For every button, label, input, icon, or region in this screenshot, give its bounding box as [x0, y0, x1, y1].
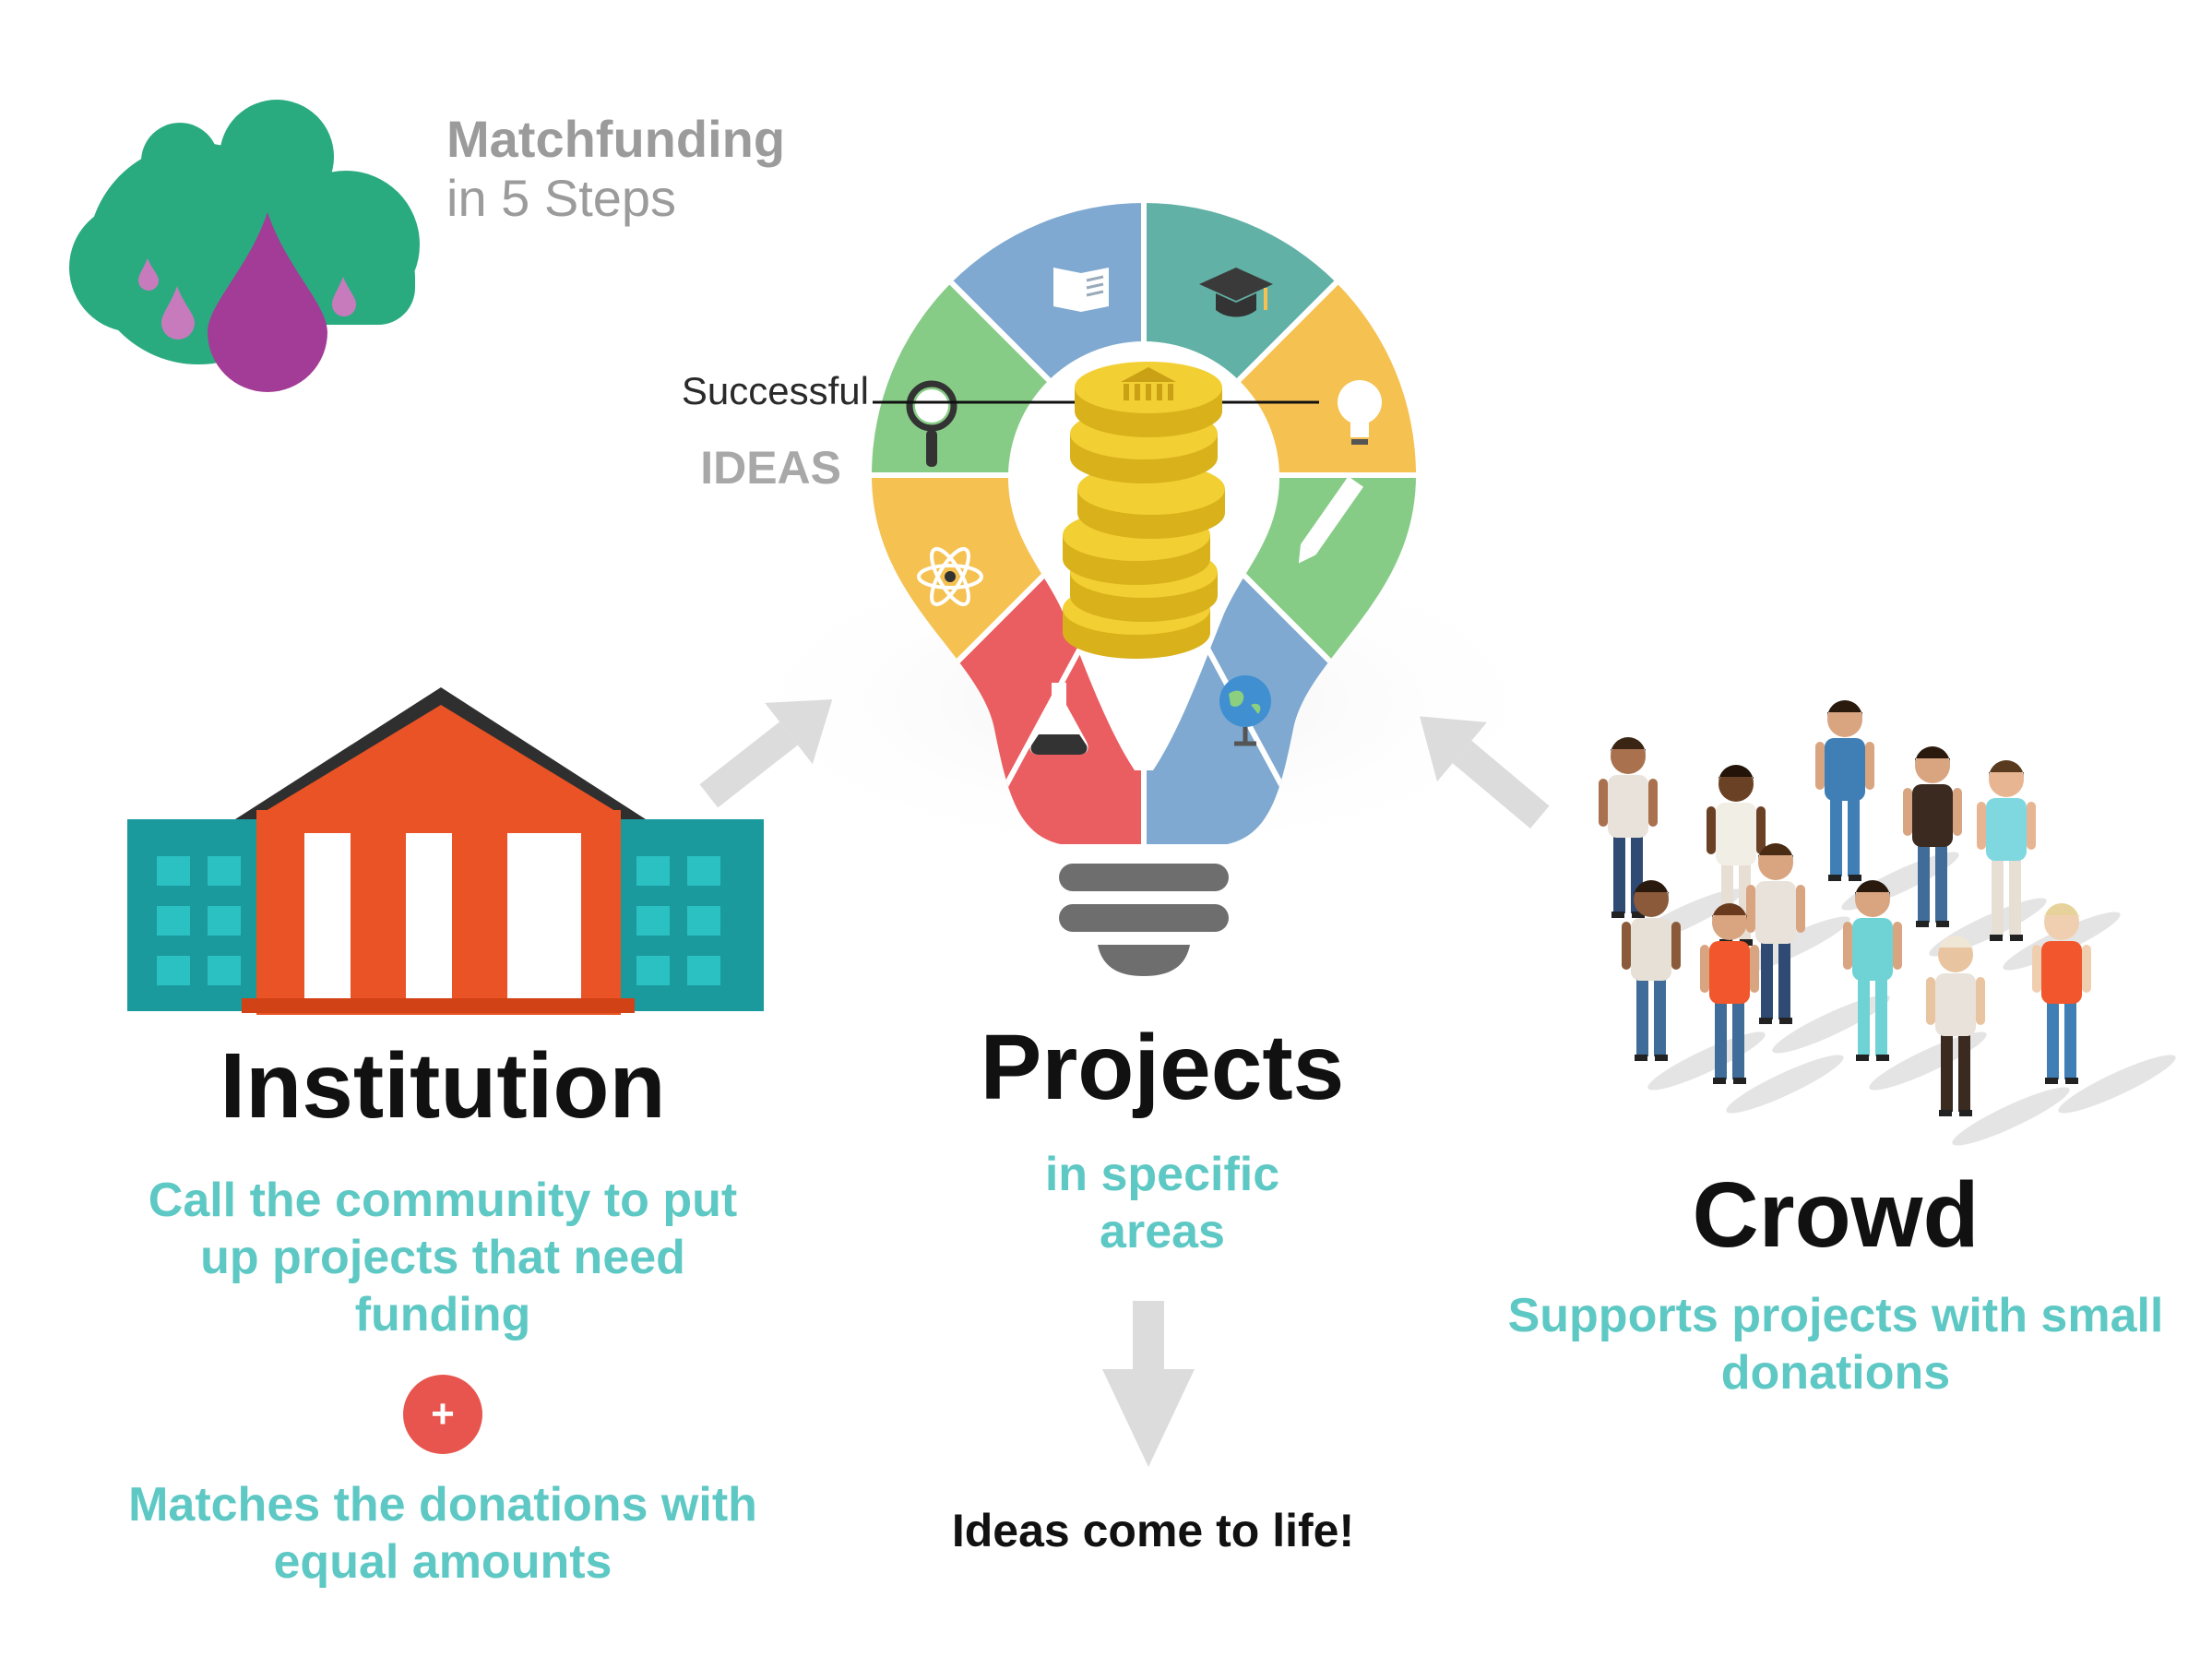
person: [1622, 880, 1766, 1091]
projects-description: in specific areas: [1044, 1148, 1280, 1258]
window: [636, 856, 670, 886]
crowd-description: Supports projects with small donations: [1507, 1289, 2164, 1400]
institution-building-icon: [127, 687, 764, 1015]
pencil-icon: [1298, 476, 1364, 564]
window: [687, 856, 720, 886]
cloud-drop-icon: [69, 100, 420, 392]
window: [208, 906, 241, 936]
logo-subtitle: in 5 Steps: [446, 169, 677, 227]
person: [1599, 737, 1742, 948]
window: [636, 956, 670, 985]
lightbulb-icon: [1338, 380, 1382, 445]
window: [208, 856, 241, 886]
window: [157, 856, 190, 886]
window: [687, 906, 720, 936]
bulb-label-successful: Successful: [681, 369, 869, 412]
projects-title: Projects: [980, 1016, 1345, 1119]
plus-badge: +: [403, 1375, 482, 1454]
bank-icon: [1121, 367, 1176, 400]
logo-title: Matchfunding: [446, 110, 786, 168]
building-windows: [157, 856, 720, 985]
person: [1903, 746, 2047, 957]
institution-title: Institution: [220, 1034, 666, 1138]
institution-description: Call the community to put up projects th…: [148, 1174, 738, 1341]
window: [157, 906, 190, 936]
window: [636, 906, 670, 936]
projects-result: Ideas come to life!: [951, 1505, 1355, 1556]
person: [1843, 880, 1987, 1091]
bulb-base-tip: [1098, 945, 1190, 976]
crowd-title: Crowd: [1692, 1163, 1980, 1267]
book-icon: [1053, 268, 1109, 312]
coin-stack-icon: [1063, 362, 1225, 659]
atom-icon: [917, 546, 983, 607]
flask-icon: [1029, 683, 1088, 755]
arrow-right-icon: [1420, 716, 1550, 828]
graduation-cap-icon: [1199, 268, 1273, 317]
window: [157, 956, 190, 985]
person: [1700, 903, 1844, 1114]
bulb-base-ring-2: [1059, 904, 1229, 932]
person: [1926, 936, 2070, 1146]
crowd-people-icon: [1599, 700, 2176, 1146]
window: [208, 956, 241, 985]
person: [2032, 903, 2176, 1114]
institution-match-text: Matches the donations with equal amounts: [128, 1478, 757, 1589]
arrow-left-icon: [699, 699, 833, 808]
arrow-down-icon: [1102, 1301, 1195, 1467]
bulb-base-ring-1: [1059, 864, 1229, 891]
globe-icon: [1219, 675, 1271, 746]
window: [687, 956, 720, 985]
magnifier-icon: [906, 380, 957, 467]
bulb-label-ideas: IDEAS: [700, 442, 841, 494]
